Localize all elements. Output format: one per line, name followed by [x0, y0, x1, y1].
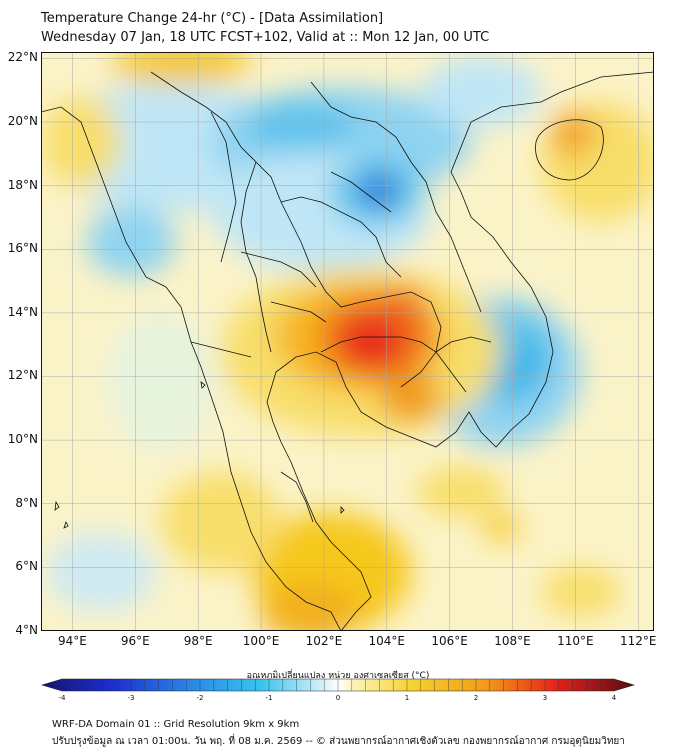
- lon-label: 94°E: [57, 634, 87, 648]
- colorbar-tick: -3: [127, 694, 135, 702]
- lon-label: 106°E: [431, 634, 468, 648]
- lat-label: 22°N: [7, 50, 38, 65]
- lon-label: 100°E: [242, 634, 280, 648]
- lon-label: 98°E: [183, 634, 213, 648]
- lat-label: 10°N: [7, 432, 38, 447]
- lat-label: 8°N: [15, 495, 38, 510]
- map-svg: [41, 52, 654, 631]
- lon-label: 108°E: [494, 634, 531, 648]
- lat-label: 14°N: [7, 304, 38, 319]
- colorbar-tick: 2: [473, 694, 479, 702]
- lon-label: 110°E: [557, 634, 594, 648]
- lat-label: 18°N: [7, 177, 38, 192]
- lon-label: 112°E: [620, 634, 657, 648]
- colorbar: [40, 678, 636, 692]
- footer-model-info: WRF-DA Domain 01 :: Grid Resolution 9km …: [52, 719, 300, 730]
- colorbar-tick: 1: [404, 694, 410, 702]
- temperature-field: [41, 52, 654, 631]
- colorbar-tick: 0: [335, 694, 341, 702]
- map-frame: [41, 52, 654, 631]
- lon-label: 96°E: [120, 634, 150, 648]
- chart-subtitle: Wednesday 07 Jan, 18 UTC FCST+102, Valid…: [41, 30, 490, 45]
- chart-title: Temperature Change 24-hr (°C) - [Data As…: [41, 11, 384, 26]
- lon-label: 102°E: [305, 634, 343, 648]
- colorbar-tick: -2: [196, 694, 204, 702]
- lat-label: 20°N: [7, 113, 38, 128]
- colorbar-title: อุณหภูมิเปลี่ยนแปลง หน่วย องศาเซลเซียส (…: [246, 671, 430, 681]
- colorbar-tick: -1: [265, 694, 273, 702]
- lat-label: 16°N: [7, 241, 38, 256]
- temperature-change-map[interactable]: [41, 52, 654, 631]
- graticule: [41, 52, 654, 631]
- lat-label: 6°N: [15, 559, 38, 574]
- footer-credit: ปรับปรุงข้อมูล ณ เวลา 01:00น. วัน พฤ. ที…: [52, 736, 625, 747]
- lat-label: 12°N: [7, 368, 38, 383]
- country-borders: [41, 71, 654, 631]
- colorbar-tick: 4: [611, 694, 617, 702]
- colorbar-tick: -4: [58, 694, 66, 702]
- colorbar-tick: 3: [542, 694, 548, 702]
- lon-label: 104°E: [368, 634, 406, 648]
- lat-label: 4°N: [15, 623, 38, 637]
